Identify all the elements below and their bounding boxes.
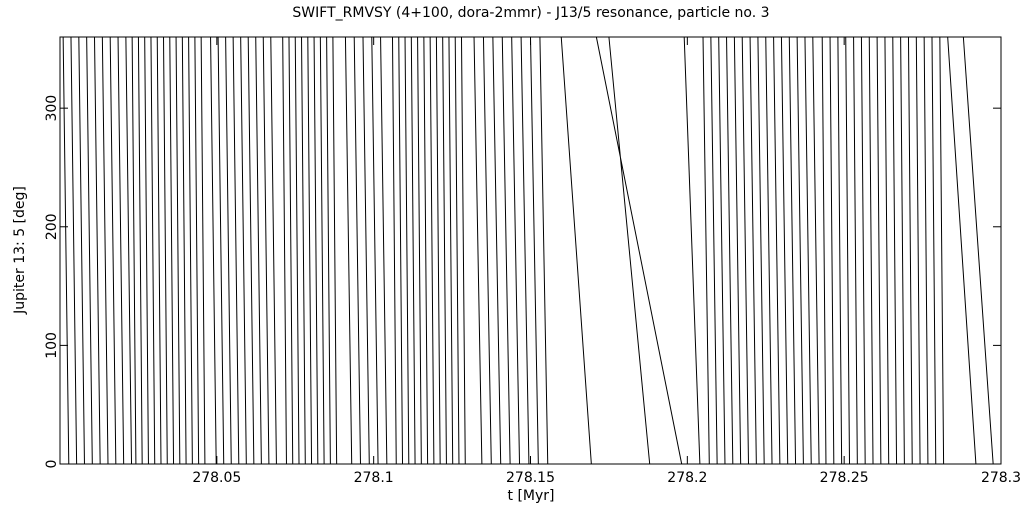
- y-tick-label: 200: [44, 213, 60, 240]
- x-tick-label: 278.3: [981, 470, 1021, 486]
- y-tick-label: 300: [44, 95, 60, 122]
- x-axis-label: t [Myr]: [508, 488, 555, 504]
- plot-frame: [59, 36, 1002, 465]
- chart-title: SWIFT_RMVSY (4+100, dora-2mmr) - J13/5 r…: [292, 5, 769, 21]
- x-tick-label: 278.1: [354, 470, 394, 486]
- x-tick-label: 278.25: [820, 470, 869, 486]
- y-tick-label: 0: [44, 460, 60, 469]
- data-line: [62, 36, 994, 465]
- x-tick-label: 278.05: [192, 470, 241, 486]
- y-axis-label: Jupiter 13: 5 [deg]: [12, 186, 28, 315]
- y-tick-label: 100: [44, 332, 60, 359]
- x-tick-label: 278.2: [667, 470, 707, 486]
- x-tick-label: 278.15: [506, 470, 555, 486]
